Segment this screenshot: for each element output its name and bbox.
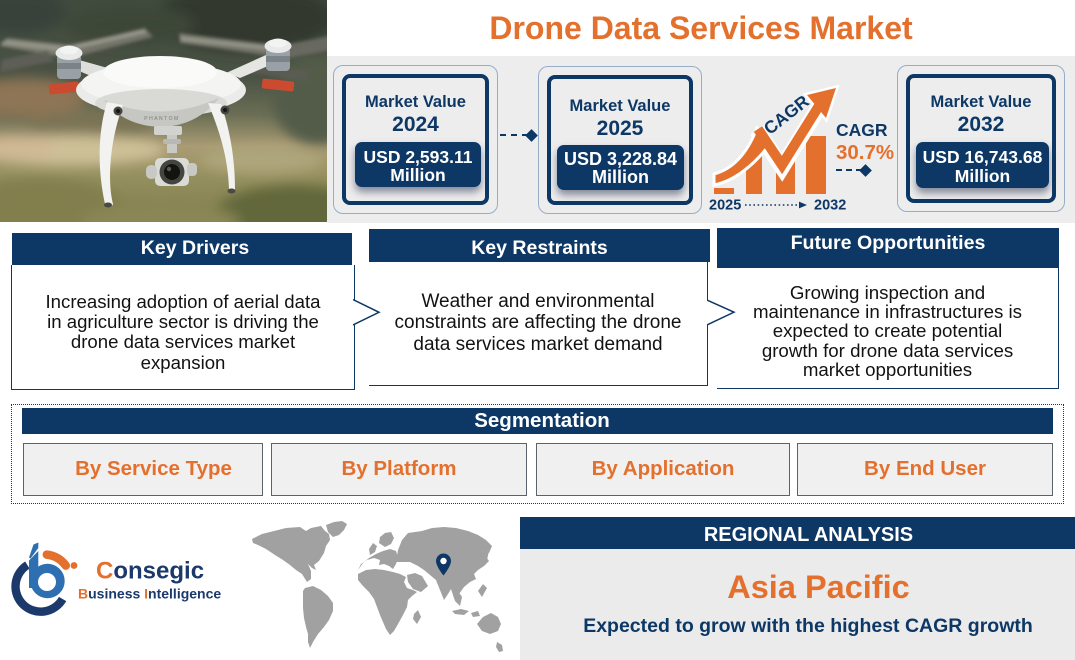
svg-text:PHANTOM: PHANTOM bbox=[144, 116, 179, 122]
svg-text:2025: 2025 bbox=[709, 198, 741, 214]
svg-text:2032: 2032 bbox=[814, 198, 846, 214]
svg-text:Consegic: Consegic bbox=[96, 558, 204, 585]
svg-text:Business Intelligence: Business Intelligence bbox=[78, 586, 221, 602]
